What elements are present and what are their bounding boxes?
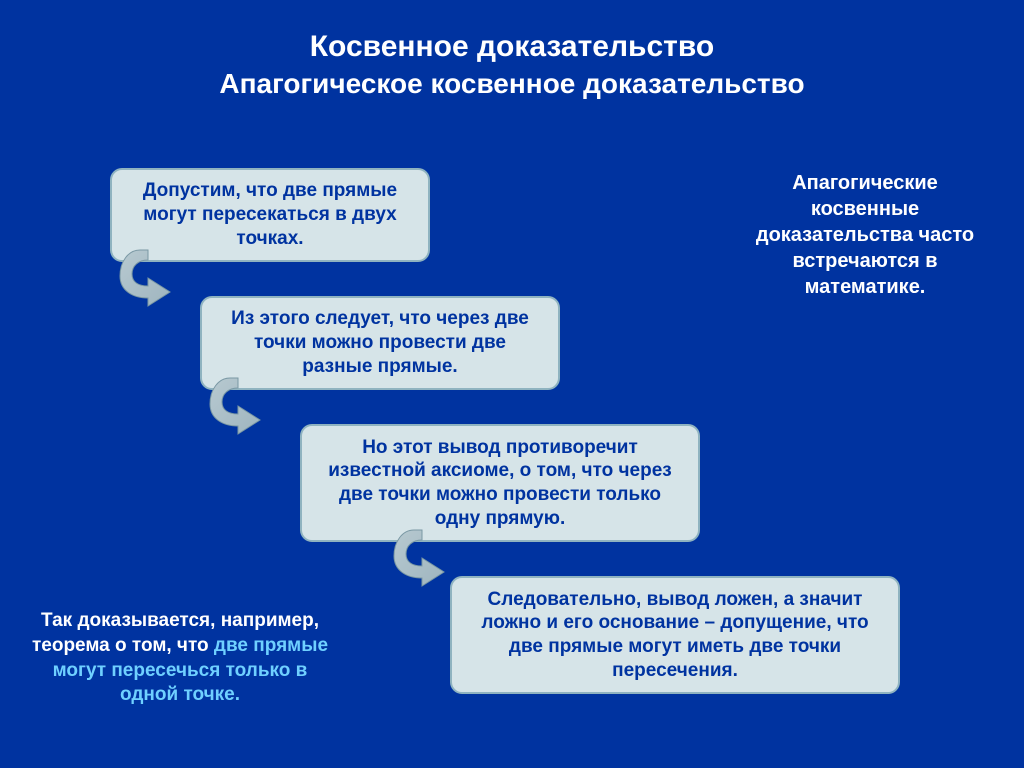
title-line1: Косвенное доказательство — [0, 28, 1024, 66]
bottom-note: Так доказывается, например, теорема о то… — [30, 609, 330, 708]
flow-box-4: Следовательно, вывод ложен, а значит лож… — [450, 576, 900, 694]
side-note: Апагогические косвенные доказательства ч… — [740, 170, 990, 300]
flow-box-3: Но этот вывод противоречит известной акс… — [300, 424, 700, 542]
side-note-text: Апагогические косвенные доказательства ч… — [756, 172, 974, 298]
flow-arrow-1 — [118, 248, 178, 308]
flow-arrow-3 — [392, 528, 452, 588]
flow-arrow-2 — [208, 376, 268, 436]
title-line2: Апагогическое косвенное доказательство — [0, 66, 1024, 101]
slide-title: Косвенное доказательство Апагогическое к… — [0, 0, 1024, 101]
